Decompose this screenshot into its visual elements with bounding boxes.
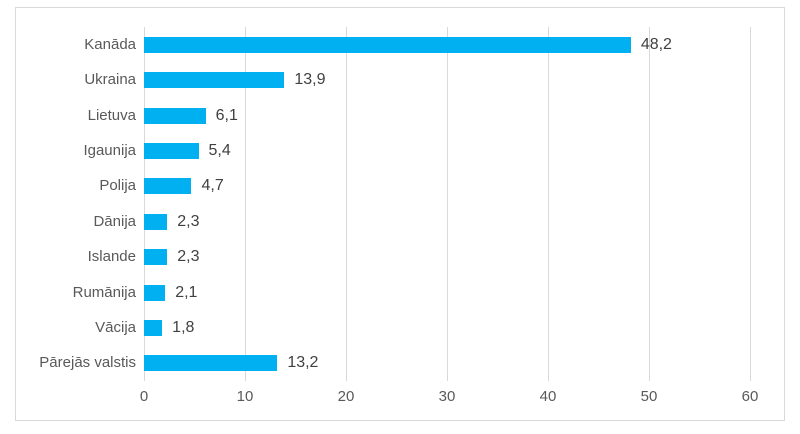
x-axis-tick-label: 0 [139,388,149,405]
bar-d-nija [144,213,168,230]
bar-kan-da [144,36,631,53]
value-label: 13,2 [287,354,319,372]
category-label: Polija [99,177,136,195]
bar-v-cija [144,319,163,336]
gridline-x-60 [750,27,751,381]
gridline-x-10 [245,27,246,381]
x-axis-tick-label: 40 [539,388,557,405]
value-label: 13,9 [294,71,326,89]
value-label: 5,4 [208,141,231,159]
bar-polija [144,178,192,195]
category-label: Kanāda [84,35,136,53]
category-label: Islande [87,248,136,266]
x-axis-tick-label: 10 [236,388,254,405]
category-label: Rumānija [72,283,136,301]
category-label: Lietuva [87,106,136,124]
gridline-x-50 [649,27,650,381]
bar-p-rej-s-valstis [144,355,278,372]
x-axis-tick-label: 50 [640,388,658,405]
x-axis-tick-label: 60 [741,388,759,405]
value-label: 4,7 [201,177,224,195]
bar-igaunija [144,142,199,159]
category-label: Dānija [93,212,136,230]
gridline-x-0 [144,27,145,381]
chart-frame: 0 10 20 30 40 50 60 Kanāda 48,2 Ukraina 13,9 Lietuv… [15,7,785,421]
bar-ukraina [144,72,285,89]
value-label: 2,3 [177,212,200,230]
value-label: 48,2 [640,35,672,53]
category-label: Pārejās valstis [39,354,136,372]
value-label: 2,3 [177,248,200,266]
x-axis-tick-label: 20 [337,388,355,405]
value-label: 1,8 [172,318,195,336]
gridline-x-20 [346,27,347,381]
x-axis-tick-label: 30 [438,388,456,405]
value-label: 2,1 [175,283,198,301]
gridline-x-30 [447,27,448,381]
bar-islande [144,249,168,266]
gridline-x-40 [548,27,549,381]
category-label: Igaunija [83,141,136,159]
category-label: Vācija [95,318,136,336]
bar-rum-nija [144,284,166,301]
value-label: 6,1 [215,106,238,124]
category-label: Ukraina [84,71,136,89]
bar-lietuva [144,107,206,124]
